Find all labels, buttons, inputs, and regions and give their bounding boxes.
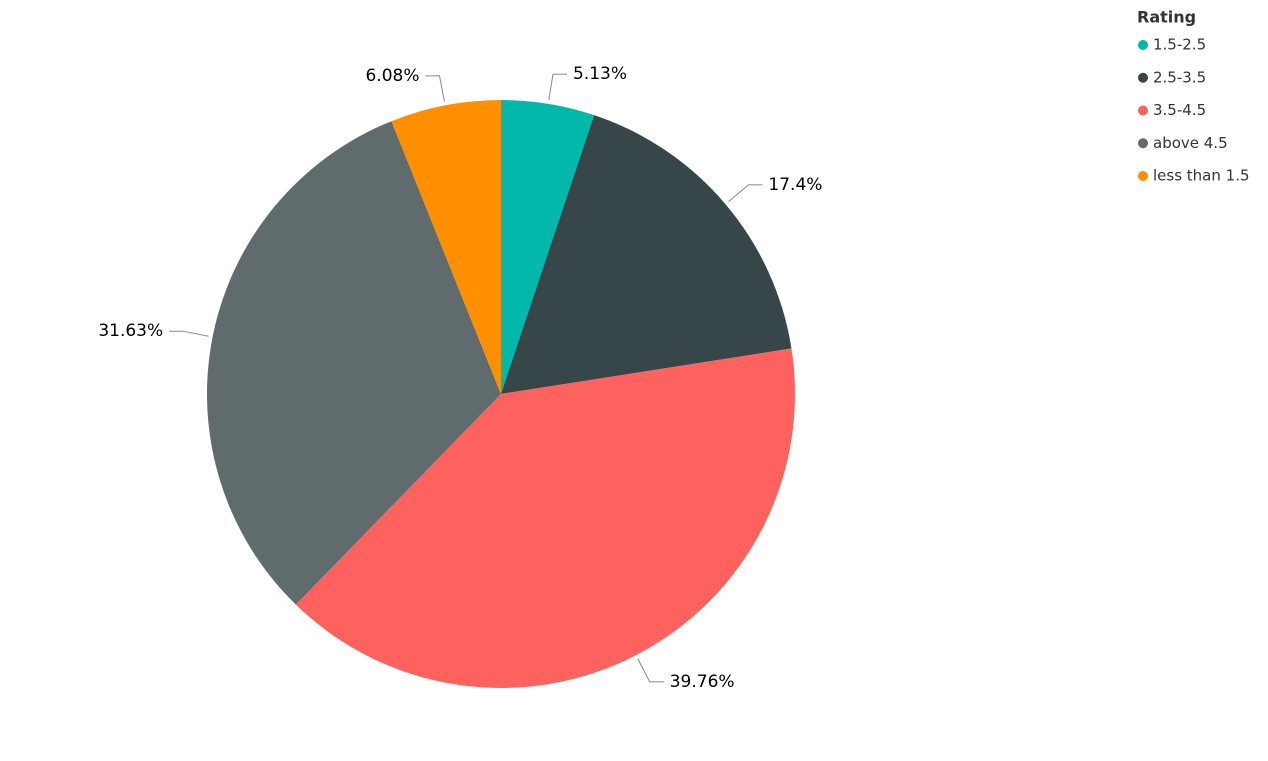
pie-slice [295,348,795,688]
data-label: 17.4% [768,175,822,195]
legend-title: Rating [1137,8,1196,27]
data-label: 31.63% [98,321,163,341]
legend-marker [1138,40,1148,50]
legend-marker [1138,171,1148,181]
data-label: 5.13% [573,64,627,84]
leader-line [425,75,445,102]
pie-slice [207,121,502,605]
data-label: 39.76% [670,672,735,692]
leader-line [728,184,763,202]
legend-label: 1.5-2.5 [1153,36,1206,54]
legend-marker [1138,138,1148,149]
data-label: 6.08% [365,66,419,86]
legend-label: less than 1.5 [1153,167,1250,185]
legend-marker [1138,72,1148,83]
legend-label: 2.5-3.5 [1153,68,1206,86]
pie-slice [501,115,792,395]
leader-line [548,73,567,100]
leader-line [169,330,209,337]
pie-slice [391,100,501,394]
legend-label: above 4.5 [1153,134,1228,152]
legend-marker [1138,105,1148,116]
pie-slice [501,100,595,394]
legend-label: 3.5-4.5 [1153,101,1206,119]
leader-line [637,658,664,683]
